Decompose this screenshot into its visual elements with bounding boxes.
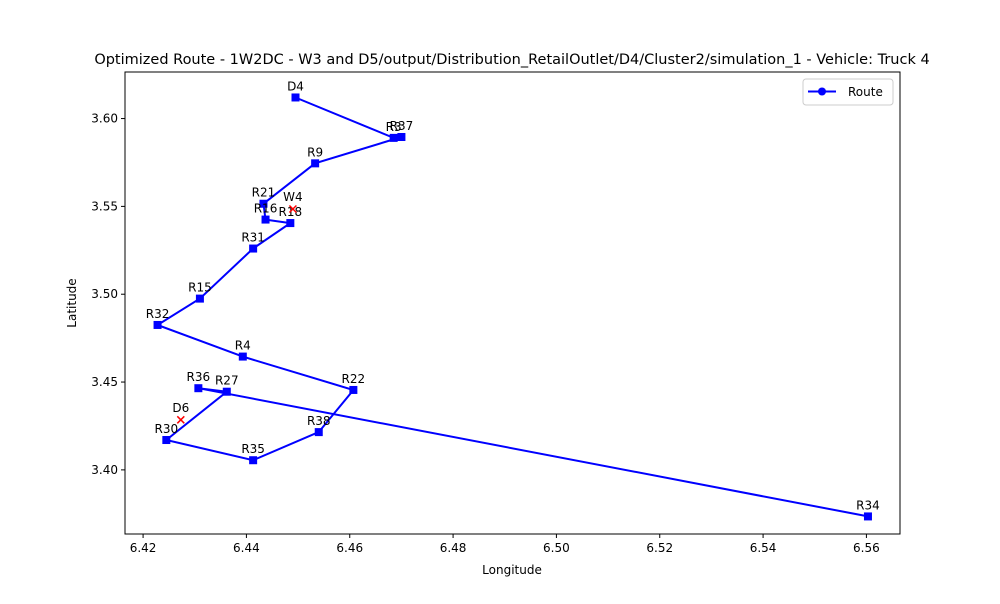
point-label-r22: R22 bbox=[342, 372, 366, 386]
point-label-r15: R15 bbox=[188, 281, 212, 295]
y-axis: 3.40 3.45 3.50 3.55 3.60 bbox=[91, 112, 125, 477]
route-point-r38 bbox=[314, 428, 323, 437]
legend-marker-swatch bbox=[818, 87, 826, 96]
route-point-r22 bbox=[349, 385, 358, 394]
point-label-r38: R38 bbox=[307, 414, 331, 428]
legend: Route bbox=[802, 78, 894, 106]
chart-title: Optimized Route - 1W2DC - W3 and D5/outp… bbox=[94, 52, 929, 68]
point-label-r16: R16 bbox=[254, 202, 278, 216]
legend-box bbox=[802, 78, 894, 106]
point-label-r27: R27 bbox=[215, 374, 239, 388]
point-label-r35: R35 bbox=[241, 442, 265, 456]
route-point-r36 bbox=[194, 384, 203, 393]
x-axis: 6.42 6.44 6.46 6.48 6.50 6.52 6.54 6.56 bbox=[130, 534, 880, 555]
point-label-r32: R32 bbox=[146, 307, 170, 321]
legend-label-route: Route bbox=[848, 85, 883, 99]
y-tick-label: 3.50 bbox=[91, 287, 118, 301]
point-label-r9: R9 bbox=[307, 145, 323, 159]
route-line bbox=[155, 96, 869, 518]
route-point-r27 bbox=[222, 387, 231, 396]
route-point-r18 bbox=[286, 219, 295, 228]
route-point-r31 bbox=[249, 244, 258, 253]
point-label-r21: R21 bbox=[252, 186, 276, 200]
x-tick-label: 6.46 bbox=[336, 541, 363, 555]
point-label-r36: R36 bbox=[187, 370, 211, 384]
route-point-r3 bbox=[389, 133, 398, 142]
point-label-r30: R30 bbox=[155, 422, 179, 436]
x-axis-label: Longitude bbox=[482, 563, 542, 577]
route-point-r37 bbox=[397, 132, 406, 141]
extra-label-d6: D6 bbox=[172, 401, 189, 415]
extra-label-w4: W4 bbox=[283, 190, 303, 204]
y-tick-label: 3.60 bbox=[91, 112, 118, 126]
y-tick-label: 3.40 bbox=[91, 463, 118, 477]
y-axis-label: Latitude bbox=[65, 278, 79, 327]
x-tick-label: 6.52 bbox=[646, 541, 673, 555]
extra-markers: W4 D6 bbox=[172, 190, 303, 424]
route-point-r34 bbox=[863, 512, 872, 521]
point-label-r31: R31 bbox=[241, 231, 265, 245]
extra-point-w4 bbox=[288, 204, 297, 214]
route-point-r30 bbox=[162, 436, 171, 445]
route-point-r4 bbox=[238, 352, 247, 361]
x-tick-label: 6.56 bbox=[853, 541, 880, 555]
route-point-r35 bbox=[249, 456, 258, 465]
x-tick-label: 6.42 bbox=[130, 541, 157, 555]
route-point-r21 bbox=[259, 199, 268, 208]
route-point-r32 bbox=[153, 320, 162, 329]
point-label-d4: D4 bbox=[287, 79, 304, 93]
point-label-r4: R4 bbox=[235, 339, 251, 353]
route-markers bbox=[153, 93, 872, 521]
extra-point-d6 bbox=[176, 415, 185, 424]
route-point-d4 bbox=[291, 93, 300, 102]
point-label-r37: R37 bbox=[390, 119, 414, 133]
x-tick-label: 6.48 bbox=[440, 541, 467, 555]
route-point-r16 bbox=[261, 215, 270, 224]
x-tick-label: 6.50 bbox=[543, 541, 570, 555]
route-point-r9 bbox=[311, 159, 320, 168]
route-point-r15 bbox=[195, 294, 204, 303]
x-tick-label: 6.54 bbox=[750, 541, 777, 555]
point-label-r3: R3 bbox=[386, 120, 402, 134]
y-tick-label: 3.55 bbox=[91, 199, 118, 213]
point-label-r34: R34 bbox=[856, 498, 880, 512]
y-tick-label: 3.45 bbox=[91, 375, 118, 389]
plot-area bbox=[124, 71, 901, 535]
x-tick-label: 6.44 bbox=[233, 541, 260, 555]
